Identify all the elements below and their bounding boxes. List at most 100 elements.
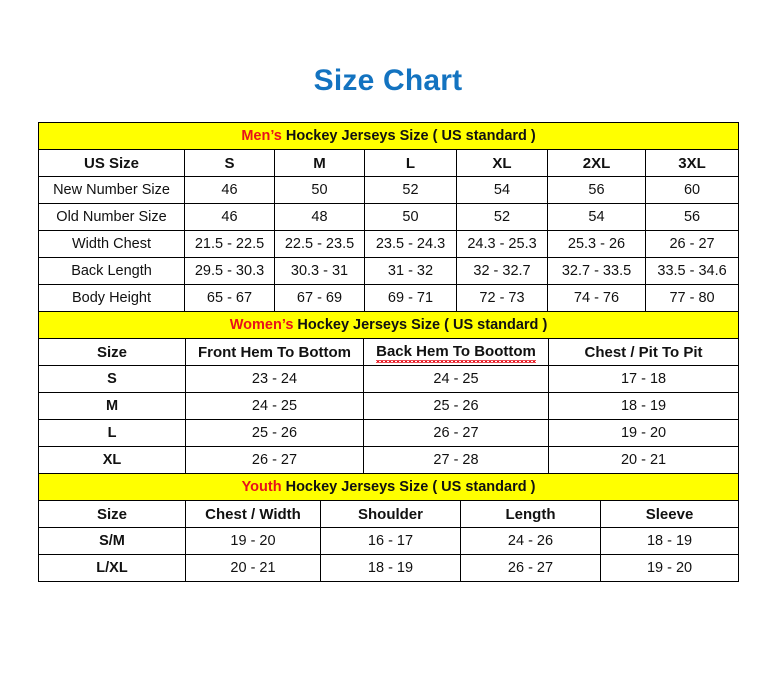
womens-cell-2-2: 19 - 20 — [547, 419, 740, 447]
mens-banner-cell: Men’s Hockey Jerseys Size ( US standard … — [37, 122, 740, 150]
mens-cell-2-2: 23.5 - 24.3 — [364, 230, 457, 258]
womens-banner-category: Women’s — [229, 317, 294, 333]
mens-cell-1-0: 46 — [184, 203, 275, 231]
youth-size-table: Youth Hockey Jerseys Size ( US standard … — [37, 473, 740, 582]
table-row: Back Length 29.5 - 30.3 30.3 - 31 31 - 3… — [38, 257, 740, 285]
mens-cell-1-1: 48 — [274, 203, 365, 231]
womens-column-header-row: Size Front Hem To Bottom Back Hem To Boo… — [38, 338, 740, 366]
womens-size-table: Women’s Hockey Jerseys Size ( US standar… — [37, 311, 740, 474]
youth-col-header-0: Size — [38, 500, 186, 528]
youth-banner-cell: Youth Hockey Jerseys Size ( US standard … — [37, 473, 740, 501]
youth-row-label-0: S/M — [38, 527, 186, 555]
womens-cell-3-1: 27 - 28 — [363, 446, 549, 474]
mens-row-label-0: New Number Size — [38, 176, 185, 204]
table-row: L/XL 20 - 21 18 - 19 26 - 27 19 - 20 — [38, 554, 740, 582]
mens-cell-4-3: 72 - 73 — [456, 284, 548, 312]
youth-col-header-2: Shoulder — [320, 500, 461, 528]
mens-col-header-0: US Size — [38, 149, 185, 177]
youth-cell-1-1: 18 - 19 — [320, 554, 461, 582]
mens-cell-1-4: 54 — [547, 203, 646, 231]
mens-banner-category: Men’s — [241, 128, 282, 144]
mens-cell-2-3: 24.3 - 25.3 — [456, 230, 548, 258]
womens-col-header-0: Size — [38, 338, 186, 366]
youth-col-header-1: Chest / Width — [185, 500, 321, 528]
youth-col-header-3: Length — [460, 500, 601, 528]
youth-banner-category: Youth — [241, 479, 282, 495]
table-row: Old Number Size 46 48 50 52 54 56 — [38, 203, 740, 231]
mens-col-header-6: 3XL — [644, 149, 740, 177]
page-title: Size Chart — [313, 64, 463, 97]
mens-cell-0-2: 52 — [364, 176, 457, 204]
womens-cell-0-0: 23 - 24 — [185, 365, 364, 393]
mens-cell-2-0: 21.5 - 22.5 — [184, 230, 275, 258]
youth-cell-0-3: 18 - 19 — [599, 527, 740, 555]
mens-col-header-3: L — [364, 149, 457, 177]
table-row: Body Height 65 - 67 67 - 69 69 - 71 72 -… — [38, 284, 740, 312]
womens-cell-1-1: 25 - 26 — [363, 392, 549, 420]
mens-cell-1-3: 52 — [456, 203, 548, 231]
mens-cell-4-2: 69 - 71 — [364, 284, 457, 312]
mens-cell-0-1: 50 — [274, 176, 365, 204]
womens-col-header-2: Back Hem To Boottom — [363, 338, 549, 366]
table-row: XL 26 - 27 27 - 28 20 - 21 — [38, 446, 740, 474]
youth-banner-row: Youth Hockey Jerseys Size ( US standard … — [37, 473, 740, 501]
youth-cell-1-0: 20 - 21 — [185, 554, 321, 582]
mens-cell-3-2: 31 - 32 — [364, 257, 457, 285]
womens-banner-row: Women’s Hockey Jerseys Size ( US standar… — [37, 311, 740, 339]
womens-cell-2-0: 25 - 26 — [185, 419, 364, 447]
youth-cell-0-1: 16 - 17 — [320, 527, 461, 555]
womens-cell-1-0: 24 - 25 — [185, 392, 364, 420]
mens-cell-0-3: 54 — [456, 176, 548, 204]
womens-col-header-3: Chest / Pit To Pit — [547, 338, 740, 366]
mens-column-header-row: US Size S M L XL 2XL 3XL — [38, 149, 740, 177]
womens-cell-2-1: 26 - 27 — [363, 419, 549, 447]
mens-size-table: Men’s Hockey Jerseys Size ( US standard … — [37, 122, 740, 312]
mens-cell-0-5: 60 — [644, 176, 740, 204]
youth-col-header-4: Sleeve — [599, 500, 740, 528]
mens-col-header-2: M — [274, 149, 365, 177]
mens-cell-1-5: 56 — [644, 203, 740, 231]
womens-row-label-0: S — [38, 365, 186, 393]
mens-banner-row: Men’s Hockey Jerseys Size ( US standard … — [37, 122, 740, 150]
table-row: M 24 - 25 25 - 26 18 - 19 — [38, 392, 740, 420]
mens-cell-4-4: 74 - 76 — [547, 284, 646, 312]
youth-cell-0-0: 19 - 20 — [185, 527, 321, 555]
mens-cell-2-1: 22.5 - 23.5 — [274, 230, 365, 258]
mens-cell-3-4: 32.7 - 33.5 — [547, 257, 646, 285]
mens-cell-0-4: 56 — [547, 176, 646, 204]
mens-col-header-5: 2XL — [547, 149, 646, 177]
mens-row-label-4: Body Height — [38, 284, 185, 312]
youth-banner-rest: Hockey Jerseys Size ( US standard ) — [281, 479, 536, 495]
womens-banner-rest: Hockey Jerseys Size ( US standard ) — [293, 317, 548, 333]
youth-row-label-1: L/XL — [38, 554, 186, 582]
table-row: S/M 19 - 20 16 - 17 24 - 26 18 - 19 — [38, 527, 740, 555]
mens-cell-2-5: 26 - 27 — [644, 230, 740, 258]
size-tables-container: Men’s Hockey Jerseys Size ( US standard … — [37, 122, 740, 582]
womens-row-label-3: XL — [38, 446, 186, 474]
table-row: New Number Size 46 50 52 54 56 60 — [38, 176, 740, 204]
mens-cell-4-0: 65 - 67 — [184, 284, 275, 312]
womens-row-label-1: M — [38, 392, 186, 420]
mens-row-label-1: Old Number Size — [38, 203, 185, 231]
womens-cell-1-2: 18 - 19 — [547, 392, 740, 420]
mens-cell-3-3: 32 - 32.7 — [456, 257, 548, 285]
mens-cell-0-0: 46 — [184, 176, 275, 204]
mens-cell-1-2: 50 — [364, 203, 457, 231]
womens-cell-0-2: 17 - 18 — [547, 365, 740, 393]
table-row: Width Chest 21.5 - 22.5 22.5 - 23.5 23.5… — [38, 230, 740, 258]
mens-banner-rest: Hockey Jerseys Size ( US standard ) — [281, 128, 536, 144]
youth-cell-1-3: 19 - 20 — [599, 554, 740, 582]
youth-column-header-row: Size Chest / Width Shoulder Length Sleev… — [38, 500, 740, 528]
womens-cell-0-1: 24 - 25 — [363, 365, 549, 393]
mens-col-header-4: XL — [456, 149, 548, 177]
womens-cell-3-0: 26 - 27 — [185, 446, 364, 474]
youth-cell-0-2: 24 - 26 — [460, 527, 601, 555]
mens-cell-4-1: 67 - 69 — [274, 284, 365, 312]
womens-row-label-2: L — [38, 419, 186, 447]
womens-cell-3-2: 20 - 21 — [547, 446, 740, 474]
mens-cell-3-5: 33.5 - 34.6 — [644, 257, 740, 285]
mens-cell-4-5: 77 - 80 — [644, 284, 740, 312]
table-row: S 23 - 24 24 - 25 17 - 18 — [38, 365, 740, 393]
mens-row-label-2: Width Chest — [38, 230, 185, 258]
